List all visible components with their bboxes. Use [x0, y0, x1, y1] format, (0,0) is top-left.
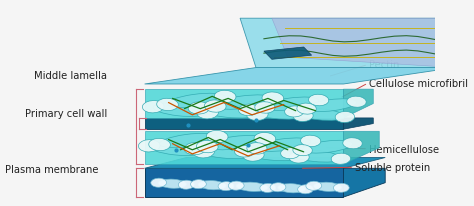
Polygon shape [145, 68, 455, 85]
Ellipse shape [207, 136, 265, 150]
Ellipse shape [243, 149, 264, 162]
Ellipse shape [153, 103, 208, 117]
Ellipse shape [196, 141, 218, 153]
Ellipse shape [149, 142, 204, 156]
Ellipse shape [199, 105, 257, 118]
Polygon shape [145, 132, 344, 164]
Text: Middle lamella: Middle lamella [34, 70, 107, 80]
Ellipse shape [254, 133, 276, 145]
Ellipse shape [151, 178, 166, 187]
Ellipse shape [245, 148, 299, 161]
Ellipse shape [264, 98, 319, 111]
Ellipse shape [270, 183, 286, 192]
Ellipse shape [235, 146, 255, 157]
Ellipse shape [306, 181, 322, 190]
Ellipse shape [247, 143, 267, 154]
Ellipse shape [343, 138, 362, 149]
Text: Pectin: Pectin [369, 60, 400, 70]
Text: Plasma membrane: Plasma membrane [5, 165, 99, 174]
Ellipse shape [214, 91, 236, 103]
Ellipse shape [289, 152, 309, 163]
Ellipse shape [262, 92, 283, 105]
Ellipse shape [331, 153, 351, 164]
Polygon shape [264, 48, 311, 60]
Ellipse shape [293, 110, 313, 122]
Ellipse shape [238, 105, 259, 116]
Ellipse shape [157, 99, 178, 111]
Ellipse shape [167, 94, 225, 108]
Polygon shape [145, 158, 385, 169]
Ellipse shape [306, 99, 356, 112]
Text: Primary cell wall: Primary cell wall [25, 108, 107, 118]
Text: Hemicellulose: Hemicellulose [369, 144, 439, 154]
Ellipse shape [191, 180, 206, 189]
Polygon shape [240, 19, 474, 68]
Polygon shape [145, 169, 344, 197]
Ellipse shape [248, 107, 303, 119]
Ellipse shape [294, 109, 345, 121]
Polygon shape [145, 118, 344, 130]
Ellipse shape [301, 136, 321, 147]
Polygon shape [344, 90, 374, 118]
Ellipse shape [195, 145, 254, 159]
Ellipse shape [246, 109, 268, 121]
Ellipse shape [218, 182, 234, 191]
Ellipse shape [193, 146, 214, 158]
Ellipse shape [278, 184, 306, 193]
Ellipse shape [142, 101, 164, 113]
Ellipse shape [281, 148, 300, 159]
Ellipse shape [297, 104, 316, 115]
Polygon shape [145, 90, 344, 118]
Ellipse shape [293, 145, 312, 156]
Ellipse shape [178, 180, 194, 189]
Ellipse shape [204, 101, 226, 113]
Ellipse shape [314, 182, 341, 191]
Ellipse shape [236, 182, 268, 192]
Ellipse shape [215, 95, 273, 110]
Ellipse shape [335, 112, 355, 123]
Text: Soluble protein: Soluble protein [356, 163, 431, 172]
Ellipse shape [197, 107, 219, 119]
Polygon shape [344, 118, 374, 130]
Text: Cellulose microfibril: Cellulose microfibril [369, 78, 468, 89]
Ellipse shape [159, 134, 218, 148]
Ellipse shape [302, 141, 353, 153]
Polygon shape [272, 19, 474, 68]
Ellipse shape [188, 102, 210, 115]
Ellipse shape [333, 183, 349, 192]
Ellipse shape [255, 102, 275, 114]
Polygon shape [344, 132, 379, 164]
Ellipse shape [309, 95, 329, 106]
Ellipse shape [347, 97, 366, 108]
Ellipse shape [298, 185, 313, 194]
Ellipse shape [257, 138, 311, 152]
Ellipse shape [228, 181, 244, 190]
Ellipse shape [138, 140, 160, 152]
Ellipse shape [260, 184, 276, 193]
Ellipse shape [149, 139, 170, 151]
Ellipse shape [284, 106, 304, 117]
Ellipse shape [184, 143, 206, 155]
Ellipse shape [159, 179, 186, 188]
Ellipse shape [199, 181, 226, 190]
Polygon shape [344, 169, 385, 197]
Ellipse shape [290, 150, 341, 162]
Ellipse shape [206, 131, 228, 143]
